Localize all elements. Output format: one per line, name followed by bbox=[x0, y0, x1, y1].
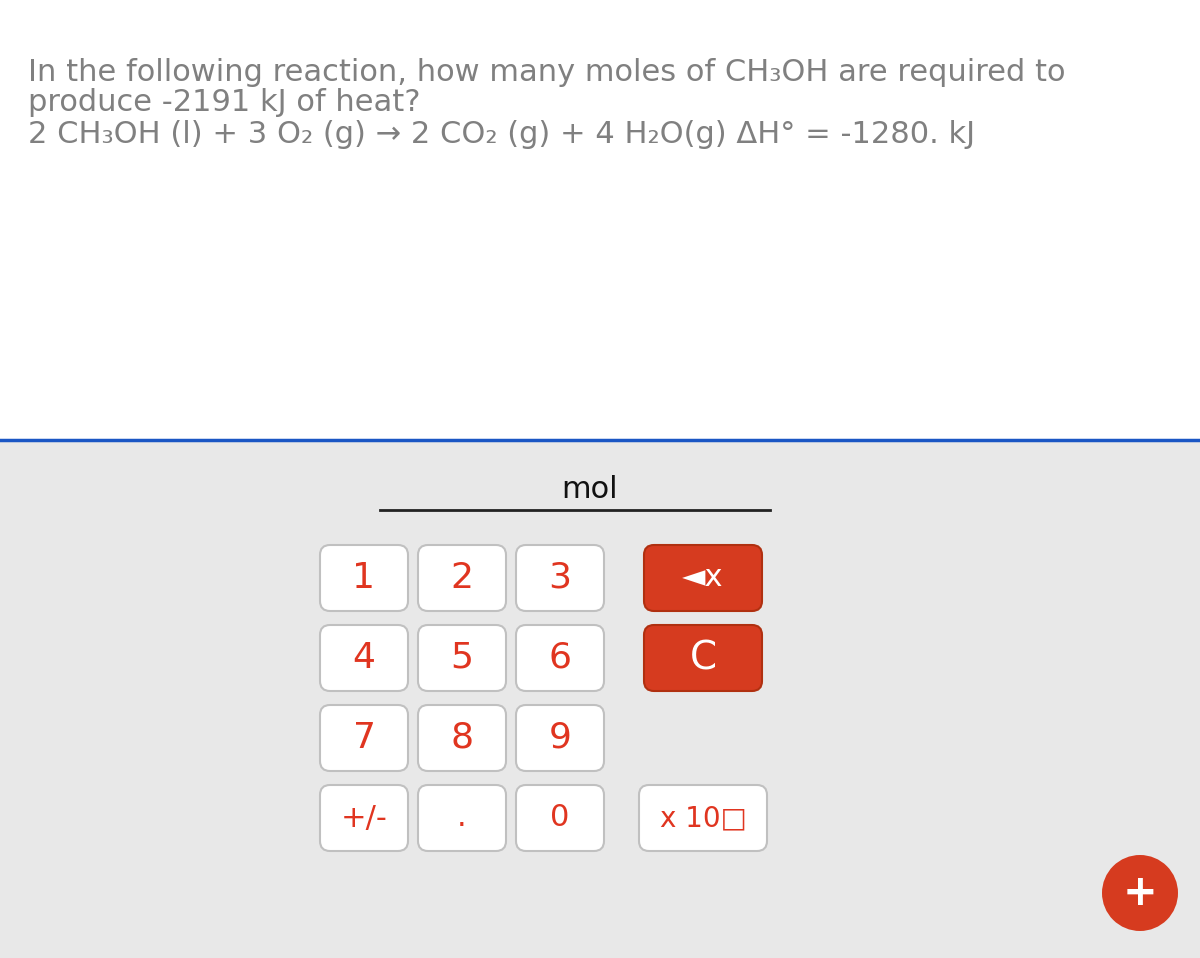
FancyBboxPatch shape bbox=[644, 625, 762, 691]
Text: +: + bbox=[1123, 872, 1157, 914]
FancyBboxPatch shape bbox=[418, 785, 506, 851]
Text: .: . bbox=[457, 804, 467, 833]
FancyBboxPatch shape bbox=[418, 705, 506, 771]
Text: ◄x: ◄x bbox=[683, 563, 724, 592]
FancyBboxPatch shape bbox=[516, 785, 604, 851]
Text: mol: mol bbox=[562, 475, 618, 504]
Text: +/-: +/- bbox=[341, 804, 388, 833]
Text: produce -2191 kJ of heat?: produce -2191 kJ of heat? bbox=[28, 88, 420, 117]
Text: 6: 6 bbox=[548, 641, 571, 675]
FancyBboxPatch shape bbox=[640, 785, 767, 851]
FancyBboxPatch shape bbox=[320, 705, 408, 771]
Text: 9: 9 bbox=[548, 721, 571, 755]
FancyBboxPatch shape bbox=[320, 625, 408, 691]
Text: 3: 3 bbox=[548, 561, 571, 595]
Text: 7: 7 bbox=[353, 721, 376, 755]
Text: 0: 0 bbox=[551, 804, 570, 833]
Text: 8: 8 bbox=[450, 721, 474, 755]
Text: 4: 4 bbox=[353, 641, 376, 675]
FancyBboxPatch shape bbox=[418, 625, 506, 691]
FancyBboxPatch shape bbox=[516, 625, 604, 691]
Text: x 10□: x 10□ bbox=[660, 804, 746, 832]
Text: 2 CH₃OH (l) + 3 O₂ (g) → 2 CO₂ (g) + 4 H₂O(g) ΔH° = -1280. kJ: 2 CH₃OH (l) + 3 O₂ (g) → 2 CO₂ (g) + 4 H… bbox=[28, 120, 976, 149]
FancyBboxPatch shape bbox=[320, 785, 408, 851]
Text: 5: 5 bbox=[450, 641, 474, 675]
Text: C: C bbox=[690, 639, 716, 677]
FancyBboxPatch shape bbox=[516, 705, 604, 771]
FancyBboxPatch shape bbox=[320, 545, 408, 611]
FancyBboxPatch shape bbox=[644, 545, 762, 611]
Text: 1: 1 bbox=[353, 561, 376, 595]
Text: In the following reaction, how many moles of CH₃OH are required to: In the following reaction, how many mole… bbox=[28, 58, 1066, 87]
Circle shape bbox=[1102, 855, 1178, 931]
Text: 2: 2 bbox=[450, 561, 474, 595]
FancyBboxPatch shape bbox=[418, 545, 506, 611]
Bar bbox=[0, 440, 1200, 958]
FancyBboxPatch shape bbox=[516, 545, 604, 611]
